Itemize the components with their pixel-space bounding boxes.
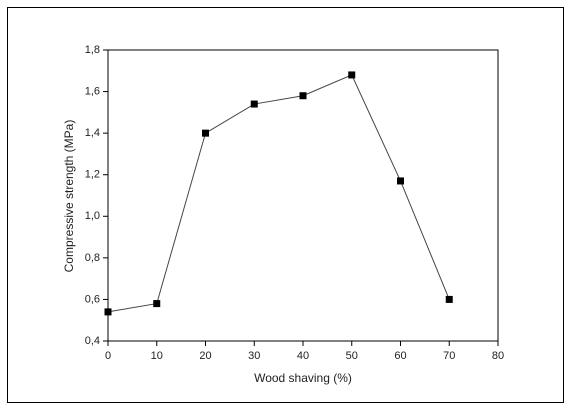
data-point xyxy=(202,129,209,137)
y-tick-label: 0,4 xyxy=(85,335,100,347)
x-tick-label: 20 xyxy=(199,350,211,362)
x-axis-label: Wood shaving (%) xyxy=(254,371,352,385)
y-tick-label: 1,0 xyxy=(85,210,100,222)
x-tick-label: 40 xyxy=(297,350,309,362)
data-point xyxy=(299,92,307,100)
data-point xyxy=(250,100,258,108)
data-line xyxy=(107,74,450,313)
x-tick-label: 70 xyxy=(443,350,455,362)
data-point xyxy=(153,300,161,308)
data-point xyxy=(348,71,356,79)
x-tick-label: 0 xyxy=(105,350,111,362)
data-point xyxy=(397,177,404,185)
data-point xyxy=(104,308,112,316)
x-tick-label: 30 xyxy=(248,350,260,362)
y-tick-label: 1,2 xyxy=(85,169,100,181)
x-tick-label: 10 xyxy=(151,350,163,362)
y-tick-label: 1,6 xyxy=(85,85,100,97)
x-tick-label: 80 xyxy=(492,350,504,362)
x-tick-label: 50 xyxy=(346,350,358,362)
data-point xyxy=(445,295,453,303)
y-tick-label: 1,8 xyxy=(85,44,100,56)
outer-frame xyxy=(7,7,564,403)
y-axis-label: Compressive strength (MPa) xyxy=(62,120,76,273)
x-tick-label: 60 xyxy=(394,350,406,362)
y-tick-label: 1,4 xyxy=(85,127,100,139)
y-tick-label: 0,6 xyxy=(85,293,100,305)
y-tick-label: 0,8 xyxy=(85,252,100,264)
